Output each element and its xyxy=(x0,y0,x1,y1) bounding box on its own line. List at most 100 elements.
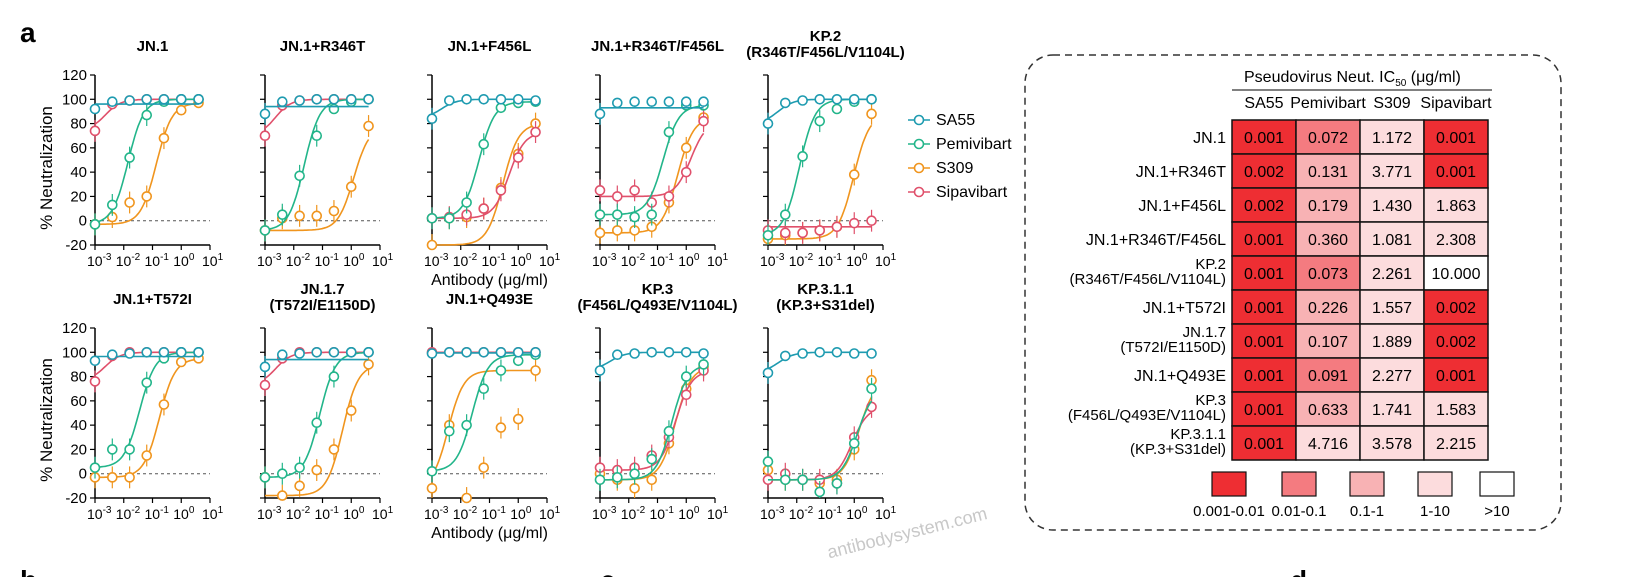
panel-label-b: b xyxy=(20,565,37,577)
x-tick-label: 100 xyxy=(173,505,195,522)
data-point xyxy=(259,472,271,483)
cell-value: 1.583 xyxy=(1436,402,1476,419)
row-label: (R346T/F456L/V1104L) xyxy=(1070,271,1226,288)
data-point xyxy=(328,444,340,455)
heatmap-cell xyxy=(1423,187,1489,223)
x-tick-label: 10-2 xyxy=(286,252,311,269)
heatmap-cell xyxy=(1423,357,1489,393)
legend-swatch xyxy=(1479,471,1515,497)
data-point xyxy=(680,371,692,382)
cell-value: 0.001 xyxy=(1436,130,1476,147)
data-point xyxy=(612,225,623,236)
x-tick-label: 10-2 xyxy=(116,505,141,522)
data-point xyxy=(175,93,187,105)
data-point xyxy=(311,464,323,476)
data-point xyxy=(158,93,170,105)
neutralization-panel: KP.3.1.1(KP.3+S31del) 10-3 10-2 10-1 100 101 xyxy=(760,281,897,522)
cell-value: 0.001 xyxy=(1244,402,1284,419)
data-point xyxy=(426,482,438,494)
data-point xyxy=(426,465,438,477)
data-point xyxy=(311,417,323,429)
cell-value: 0.002 xyxy=(1436,300,1476,317)
heatmap-cell xyxy=(1423,391,1489,427)
data-point xyxy=(831,478,843,489)
y-tick-label: 20 xyxy=(70,188,87,205)
legend-marker xyxy=(913,162,925,174)
neutralization-panel: JN.1+T572I -20 0 20 40 60 80 100 120 10-3 10-2 10-1… xyxy=(62,291,224,522)
data-point xyxy=(495,102,507,114)
data-point xyxy=(762,118,774,129)
data-point xyxy=(175,346,187,358)
legend-label: SA55 xyxy=(936,112,975,129)
data-point xyxy=(328,93,340,105)
heatmap-cell xyxy=(1359,255,1425,291)
cell-value: 0.001 xyxy=(1244,266,1284,283)
legend-marker xyxy=(913,186,925,198)
x-tick-label: 10-2 xyxy=(453,505,478,522)
neutralization-panel: KP.3(F456L/Q493E/V1104L) 10-3 10-2 10-1 100 1… xyxy=(577,281,737,522)
data-point xyxy=(831,221,843,233)
cell-value: 0.001 xyxy=(1244,130,1284,147)
data-point xyxy=(512,152,524,163)
heatmap-cell xyxy=(1359,391,1425,427)
data-point xyxy=(866,93,877,105)
y-tick-label: -20 xyxy=(65,237,87,254)
heatmap-cell xyxy=(1231,153,1297,189)
cell-value: 0.001 xyxy=(1244,300,1284,317)
data-point xyxy=(594,365,606,376)
x-tick-label: 10-1 xyxy=(650,252,675,269)
data-point xyxy=(797,95,808,106)
data-point xyxy=(89,462,101,473)
data-point xyxy=(158,399,170,410)
data-point xyxy=(426,348,438,359)
data-point xyxy=(629,348,640,359)
data-point xyxy=(124,444,135,455)
row-label: JN.1 xyxy=(1193,130,1226,147)
legend-bin-label: 0.01-0.1 xyxy=(1271,503,1326,520)
data-point xyxy=(612,349,623,361)
data-point xyxy=(680,142,692,154)
x-tick-label: 10-1 xyxy=(145,252,170,269)
legend-marker xyxy=(913,114,925,126)
data-point xyxy=(629,96,640,108)
data-point xyxy=(612,472,623,483)
data-point xyxy=(259,379,271,391)
data-point xyxy=(848,438,860,449)
row-label: JN.1+T572I xyxy=(1143,300,1226,317)
cell-value: 0.001 xyxy=(1244,436,1284,453)
data-point xyxy=(461,492,472,504)
row-label: JN.1.7 xyxy=(1183,324,1226,341)
row-label: JN.1+F456L xyxy=(1138,198,1226,215)
data-point xyxy=(294,480,305,492)
data-point xyxy=(345,405,357,416)
x-tick-label: 10-1 xyxy=(145,505,170,522)
data-point xyxy=(175,356,187,368)
cell-value: 0.002 xyxy=(1436,334,1476,351)
x-tick-label: 10-2 xyxy=(453,252,478,269)
x-tick-label: 10-1 xyxy=(482,505,507,522)
x-tick-label: 10-2 xyxy=(116,252,141,269)
neutralization-panel: JN.1+Q493E 10-3 10-2 10-1 100 101 Antibody (μg… xyxy=(424,291,561,542)
data-point xyxy=(294,348,305,359)
data-point xyxy=(814,225,826,236)
heatmap-frame xyxy=(1024,54,1562,531)
legend-label: S309 xyxy=(936,160,973,177)
heatmap-cell xyxy=(1359,187,1425,223)
x-tick-label: 101 xyxy=(539,505,561,522)
y-axis-title-bottom: % Neutralization xyxy=(37,358,56,482)
neutralization-panel: JN.1+R346T/F456L 10-3 10-2 10-1 100 101 xyxy=(591,38,729,269)
x-tick-label: 10-1 xyxy=(315,252,340,269)
data-point xyxy=(866,108,877,120)
data-point xyxy=(762,367,774,379)
x-tick-label: 100 xyxy=(173,252,195,269)
data-point xyxy=(848,217,860,229)
data-point xyxy=(294,95,305,106)
heatmap-cell xyxy=(1359,425,1425,461)
row-label: KP.3 xyxy=(1195,392,1226,409)
x-tick-label: 10-3 xyxy=(424,252,449,269)
heatmap-cell xyxy=(1231,221,1297,257)
data-point xyxy=(363,120,374,132)
data-point xyxy=(461,197,472,208)
data-point xyxy=(831,103,843,115)
